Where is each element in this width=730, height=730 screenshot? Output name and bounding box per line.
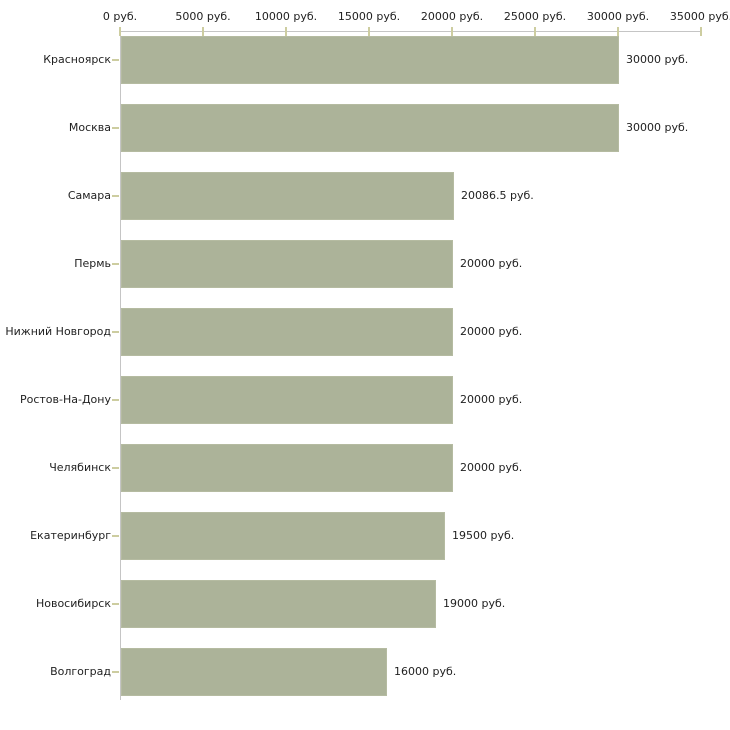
- value-label: 30000 руб.: [626, 121, 689, 134]
- x-tick-mark: [368, 27, 370, 36]
- category-label: Самара: [67, 189, 111, 202]
- value-label: 19500 руб.: [452, 529, 515, 542]
- y-tick-mark: [112, 671, 119, 673]
- x-tick-label: 0 руб.: [102, 10, 138, 23]
- x-tick-label: 5000 руб.: [175, 10, 231, 23]
- y-tick-mark: [112, 331, 119, 333]
- bar: [121, 580, 436, 628]
- bar: [121, 308, 453, 356]
- value-label: 19000 руб.: [443, 597, 506, 610]
- value-label: 20086.5 руб.: [461, 189, 534, 202]
- x-tick-label: 10000 руб.: [254, 10, 318, 23]
- x-axis-line: [120, 31, 702, 32]
- category-label: Москва: [68, 121, 111, 134]
- x-tick-label: 30000 руб.: [586, 10, 650, 23]
- bar: [121, 512, 445, 560]
- x-tick-mark: [285, 27, 287, 36]
- category-label: Пермь: [74, 257, 111, 270]
- value-label: 30000 руб.: [626, 53, 689, 66]
- category-label: Волгоград: [50, 665, 111, 678]
- bar: [121, 376, 453, 424]
- x-tick-mark: [119, 27, 121, 36]
- bar: [121, 648, 387, 696]
- bar: [121, 36, 619, 84]
- y-tick-mark: [112, 399, 119, 401]
- bar: [121, 104, 619, 152]
- value-label: 16000 руб.: [394, 665, 457, 678]
- y-tick-mark: [112, 195, 119, 197]
- x-tick-mark: [202, 27, 204, 36]
- category-label: Нижний Новгород: [5, 325, 111, 338]
- x-tick-label: 20000 руб.: [420, 10, 484, 23]
- y-tick-mark: [112, 467, 119, 469]
- value-label: 20000 руб.: [460, 393, 523, 406]
- x-tick-label: 25000 руб.: [503, 10, 567, 23]
- y-tick-mark: [112, 127, 119, 129]
- category-label: Ростов-На-Дону: [19, 393, 111, 406]
- bar: [121, 172, 454, 220]
- category-label: Новосибирск: [35, 597, 111, 610]
- x-tick-label: 15000 руб.: [337, 10, 401, 23]
- value-label: 20000 руб.: [460, 325, 523, 338]
- y-axis-line: [120, 31, 121, 700]
- y-tick-mark: [112, 535, 119, 537]
- x-tick-label: 35000 руб.: [669, 10, 730, 23]
- value-label: 20000 руб.: [460, 461, 523, 474]
- category-label: Челябинск: [49, 461, 111, 474]
- category-label: Екатеринбург: [30, 529, 111, 542]
- bar: [121, 240, 453, 288]
- y-tick-mark: [112, 59, 119, 61]
- x-tick-mark: [700, 27, 702, 36]
- x-tick-mark: [451, 27, 453, 36]
- x-tick-mark: [617, 27, 619, 36]
- bar: [121, 444, 453, 492]
- category-label: Красноярск: [43, 53, 111, 66]
- y-tick-mark: [112, 263, 119, 265]
- x-tick-mark: [534, 27, 536, 36]
- value-label: 20000 руб.: [460, 257, 523, 270]
- y-tick-mark: [112, 603, 119, 605]
